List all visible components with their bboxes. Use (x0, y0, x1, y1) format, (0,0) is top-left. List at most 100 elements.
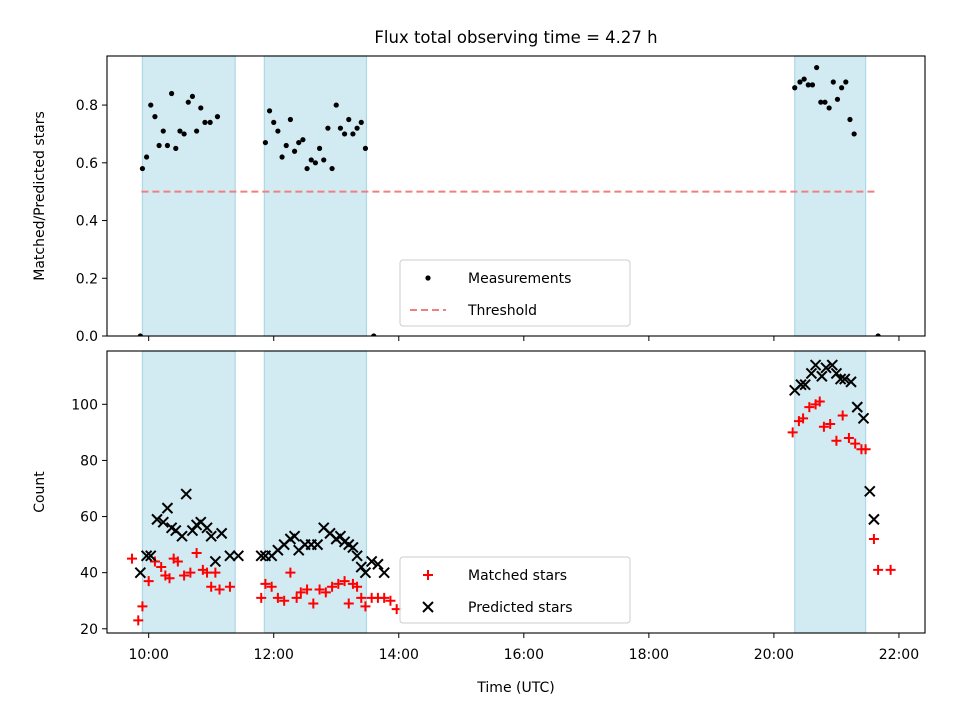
measurement-point (304, 165, 310, 172)
plot-area (137, 64, 881, 336)
measurement-point (814, 64, 820, 71)
matched-star-point (302, 584, 313, 595)
measurement-point (137, 333, 143, 336)
predicted-star-point (311, 538, 324, 551)
measurement-point (337, 125, 344, 131)
y-tick-label: 80 (80, 453, 98, 469)
measurement-point (189, 93, 196, 100)
predicted-star-point (834, 373, 847, 385)
matched-star-point (850, 438, 861, 449)
matched-star-point (224, 581, 235, 592)
predicted-star-point (161, 502, 174, 514)
matched-star-point (210, 567, 221, 578)
measurement-point (291, 148, 298, 154)
matched-star-point (320, 587, 331, 598)
y-tick-label: 0.0 (76, 329, 98, 345)
matched-star-point (291, 592, 302, 603)
measurement-point (818, 99, 824, 105)
predicted-star-point (176, 530, 188, 542)
measurement-point (797, 79, 803, 85)
matched-star-point (137, 601, 148, 612)
matched-star-point (360, 601, 371, 612)
matched-star-point (873, 564, 884, 575)
measurement-point (287, 116, 293, 123)
measurement-point (207, 119, 213, 125)
x-tick-label: 14:00 (379, 647, 419, 663)
x-tick-label: 18:00 (629, 647, 669, 663)
matched-star-point (191, 548, 202, 559)
observing-interval-band (794, 55, 867, 337)
matched-star-point (314, 584, 325, 595)
legend-label: Matched stars (468, 568, 567, 584)
predicted-star-point (145, 550, 157, 562)
measurement-point (262, 139, 268, 146)
predicted-star-point (372, 558, 384, 570)
measurement-point (792, 85, 798, 91)
matched-star-point (343, 598, 354, 609)
measurement-point (346, 116, 352, 123)
measurement-point (822, 99, 828, 105)
predicted-star-point (334, 530, 347, 542)
measurement-point (177, 128, 183, 134)
legend-box (399, 259, 631, 327)
legend-label: Predicted stars (468, 600, 573, 616)
matched-star-point (214, 584, 225, 595)
y-tick-label: 0.8 (76, 98, 98, 114)
matched-star-point (860, 444, 871, 455)
predicted-star-point (805, 367, 818, 380)
matched-star-point (156, 562, 167, 573)
measurement-point (169, 90, 175, 97)
measurement-point (202, 119, 208, 125)
measurement-point (164, 142, 171, 149)
matched-star-point (133, 615, 144, 626)
observing-interval-band (263, 55, 368, 337)
matched-star-point (333, 578, 344, 589)
predicted-star-point (864, 485, 876, 498)
legend: Measurements Threshold (399, 259, 631, 327)
measurement-point (875, 333, 881, 336)
matched-star-point (172, 556, 183, 567)
measurement-point (139, 165, 146, 172)
matched-star-point (385, 595, 396, 606)
measurement-point (805, 82, 811, 88)
legend-predicted-marker (422, 601, 434, 613)
x-tick-label: 20:00 (754, 647, 794, 663)
measurement-point (316, 145, 323, 151)
measurement-point (279, 154, 285, 160)
legend-label: Measurements (468, 271, 571, 287)
matched-star-point (279, 595, 290, 606)
matched-star-point (285, 567, 296, 578)
measurement-point (851, 131, 857, 137)
predicted-star-point (255, 550, 267, 562)
measurement-point (830, 79, 836, 85)
predicted-star-point (355, 561, 367, 573)
matched-star-point (837, 410, 848, 421)
predicted-star-point (378, 566, 390, 579)
predicted-star-point (140, 550, 153, 562)
measurement-point (362, 145, 369, 151)
measurement-point (809, 82, 816, 88)
predicted-star-point (857, 412, 870, 425)
measurement-point (358, 119, 364, 125)
bottom-y-axis-label: Count (32, 471, 48, 513)
predicted-star-point (157, 516, 169, 528)
x-tick-label: 12:00 (254, 647, 294, 663)
measurement-point (300, 137, 306, 143)
matched-star-point (379, 592, 390, 603)
matched-star-point (308, 598, 319, 609)
predicted-star-point (799, 378, 811, 391)
measurement-point (148, 102, 154, 108)
axes-frame (106, 55, 926, 337)
measurement-point (839, 85, 845, 91)
matched-star-point (272, 592, 283, 603)
measurement-point (143, 154, 150, 160)
predicted-star-point (180, 488, 192, 500)
predicted-star-point (351, 550, 363, 562)
chart-title: Flux total observing time = 4.27 h (374, 28, 657, 47)
matched-star-point (327, 581, 338, 592)
legend-matched-marker (423, 570, 433, 580)
measurement-point (266, 108, 273, 114)
predicted-star-point (209, 555, 222, 568)
predicted-star-point (820, 362, 832, 374)
predicted-star-point (795, 378, 807, 391)
